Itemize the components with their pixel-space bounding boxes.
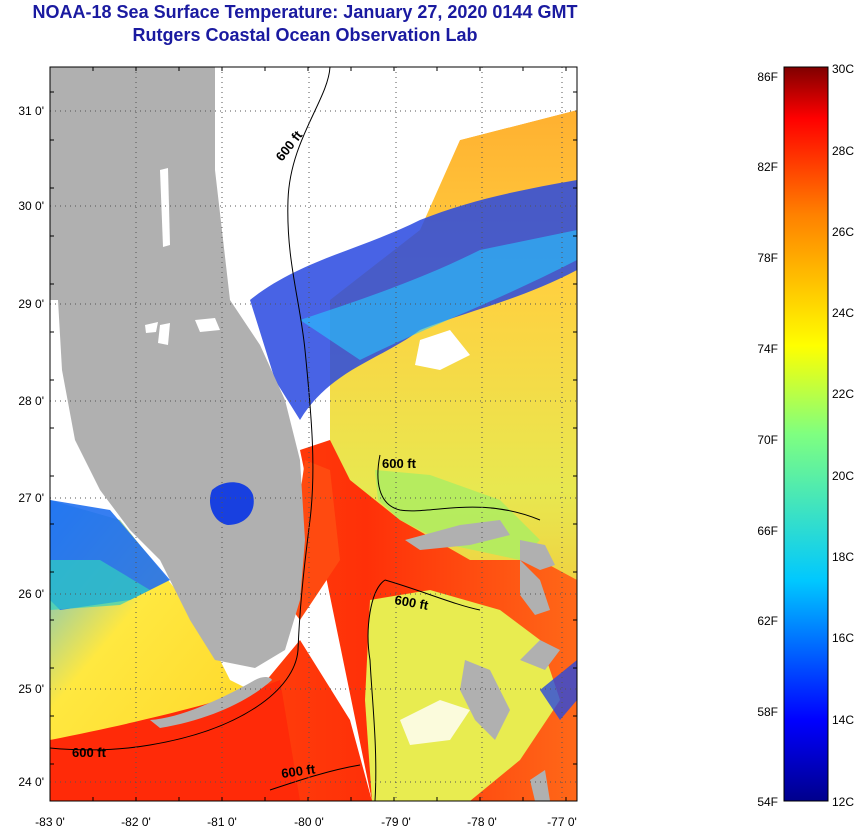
scale-label-c: 22C [832, 387, 854, 401]
map-title: NOAA-18 Sea Surface Temperature: January… [32, 2, 578, 22]
bahamas-bank [365, 590, 560, 801]
scale-label-f: 82F [757, 160, 778, 174]
cloud-cover [330, 67, 577, 190]
scale-label-f: 66F [757, 524, 778, 538]
map-frame [49, 66, 578, 802]
contour-label: 600 ft [72, 745, 107, 760]
scale-label-c: 24C [832, 306, 854, 320]
lat-label: 31 0' [18, 104, 44, 118]
lat-label: 30 0' [18, 199, 44, 213]
scale-label-c: 20C [832, 469, 854, 483]
lat-label: 24 0' [18, 775, 44, 789]
lat-label: 25 0' [18, 682, 44, 696]
scale-label-f: 78F [757, 251, 778, 265]
lake-okeechobee [209, 482, 254, 525]
scale-label-c: 12C [832, 795, 854, 809]
contour-label: 600 ft [393, 592, 430, 613]
scale-label-f: 74F [757, 342, 778, 356]
contour-label: 600 ft [280, 761, 316, 781]
scale-label-f: 58F [757, 705, 778, 719]
lon-label: -79 0' [381, 815, 411, 829]
lon-label: -77 0' [547, 815, 577, 829]
scale-label-c: 14C [832, 713, 854, 727]
lon-label: -82 0' [121, 815, 151, 829]
scale-label-c: 30C [832, 62, 854, 76]
lon-label: -81 0' [207, 815, 237, 829]
bahamas-land [405, 520, 510, 550]
map-subtitle: Rutgers Coastal Ocean Observation Lab [132, 25, 478, 45]
scale-label-f: 70F [757, 433, 778, 447]
scale-label-c: 16C [832, 631, 854, 645]
contour-600ft-west [50, 67, 331, 751]
lat-label: 28 0' [18, 394, 44, 408]
lat-label: 29 0' [18, 297, 44, 311]
lon-label: -83 0' [35, 815, 65, 829]
scale-label-c: 26C [832, 225, 854, 239]
lon-label: -78 0' [467, 815, 497, 829]
lat-label: 26 0' [18, 587, 44, 601]
scale-label-f: 86F [757, 70, 778, 84]
scale-label-f: 54F [757, 795, 778, 809]
lat-label: 27 0' [18, 491, 44, 505]
contour-label: 600 ft [382, 456, 417, 471]
color-scale-bar [783, 66, 829, 802]
scale-label-c: 18C [832, 550, 854, 564]
scale-label-c: 28C [832, 144, 854, 158]
scale-label-f: 62F [757, 614, 778, 628]
lon-label: -80 0' [294, 815, 324, 829]
